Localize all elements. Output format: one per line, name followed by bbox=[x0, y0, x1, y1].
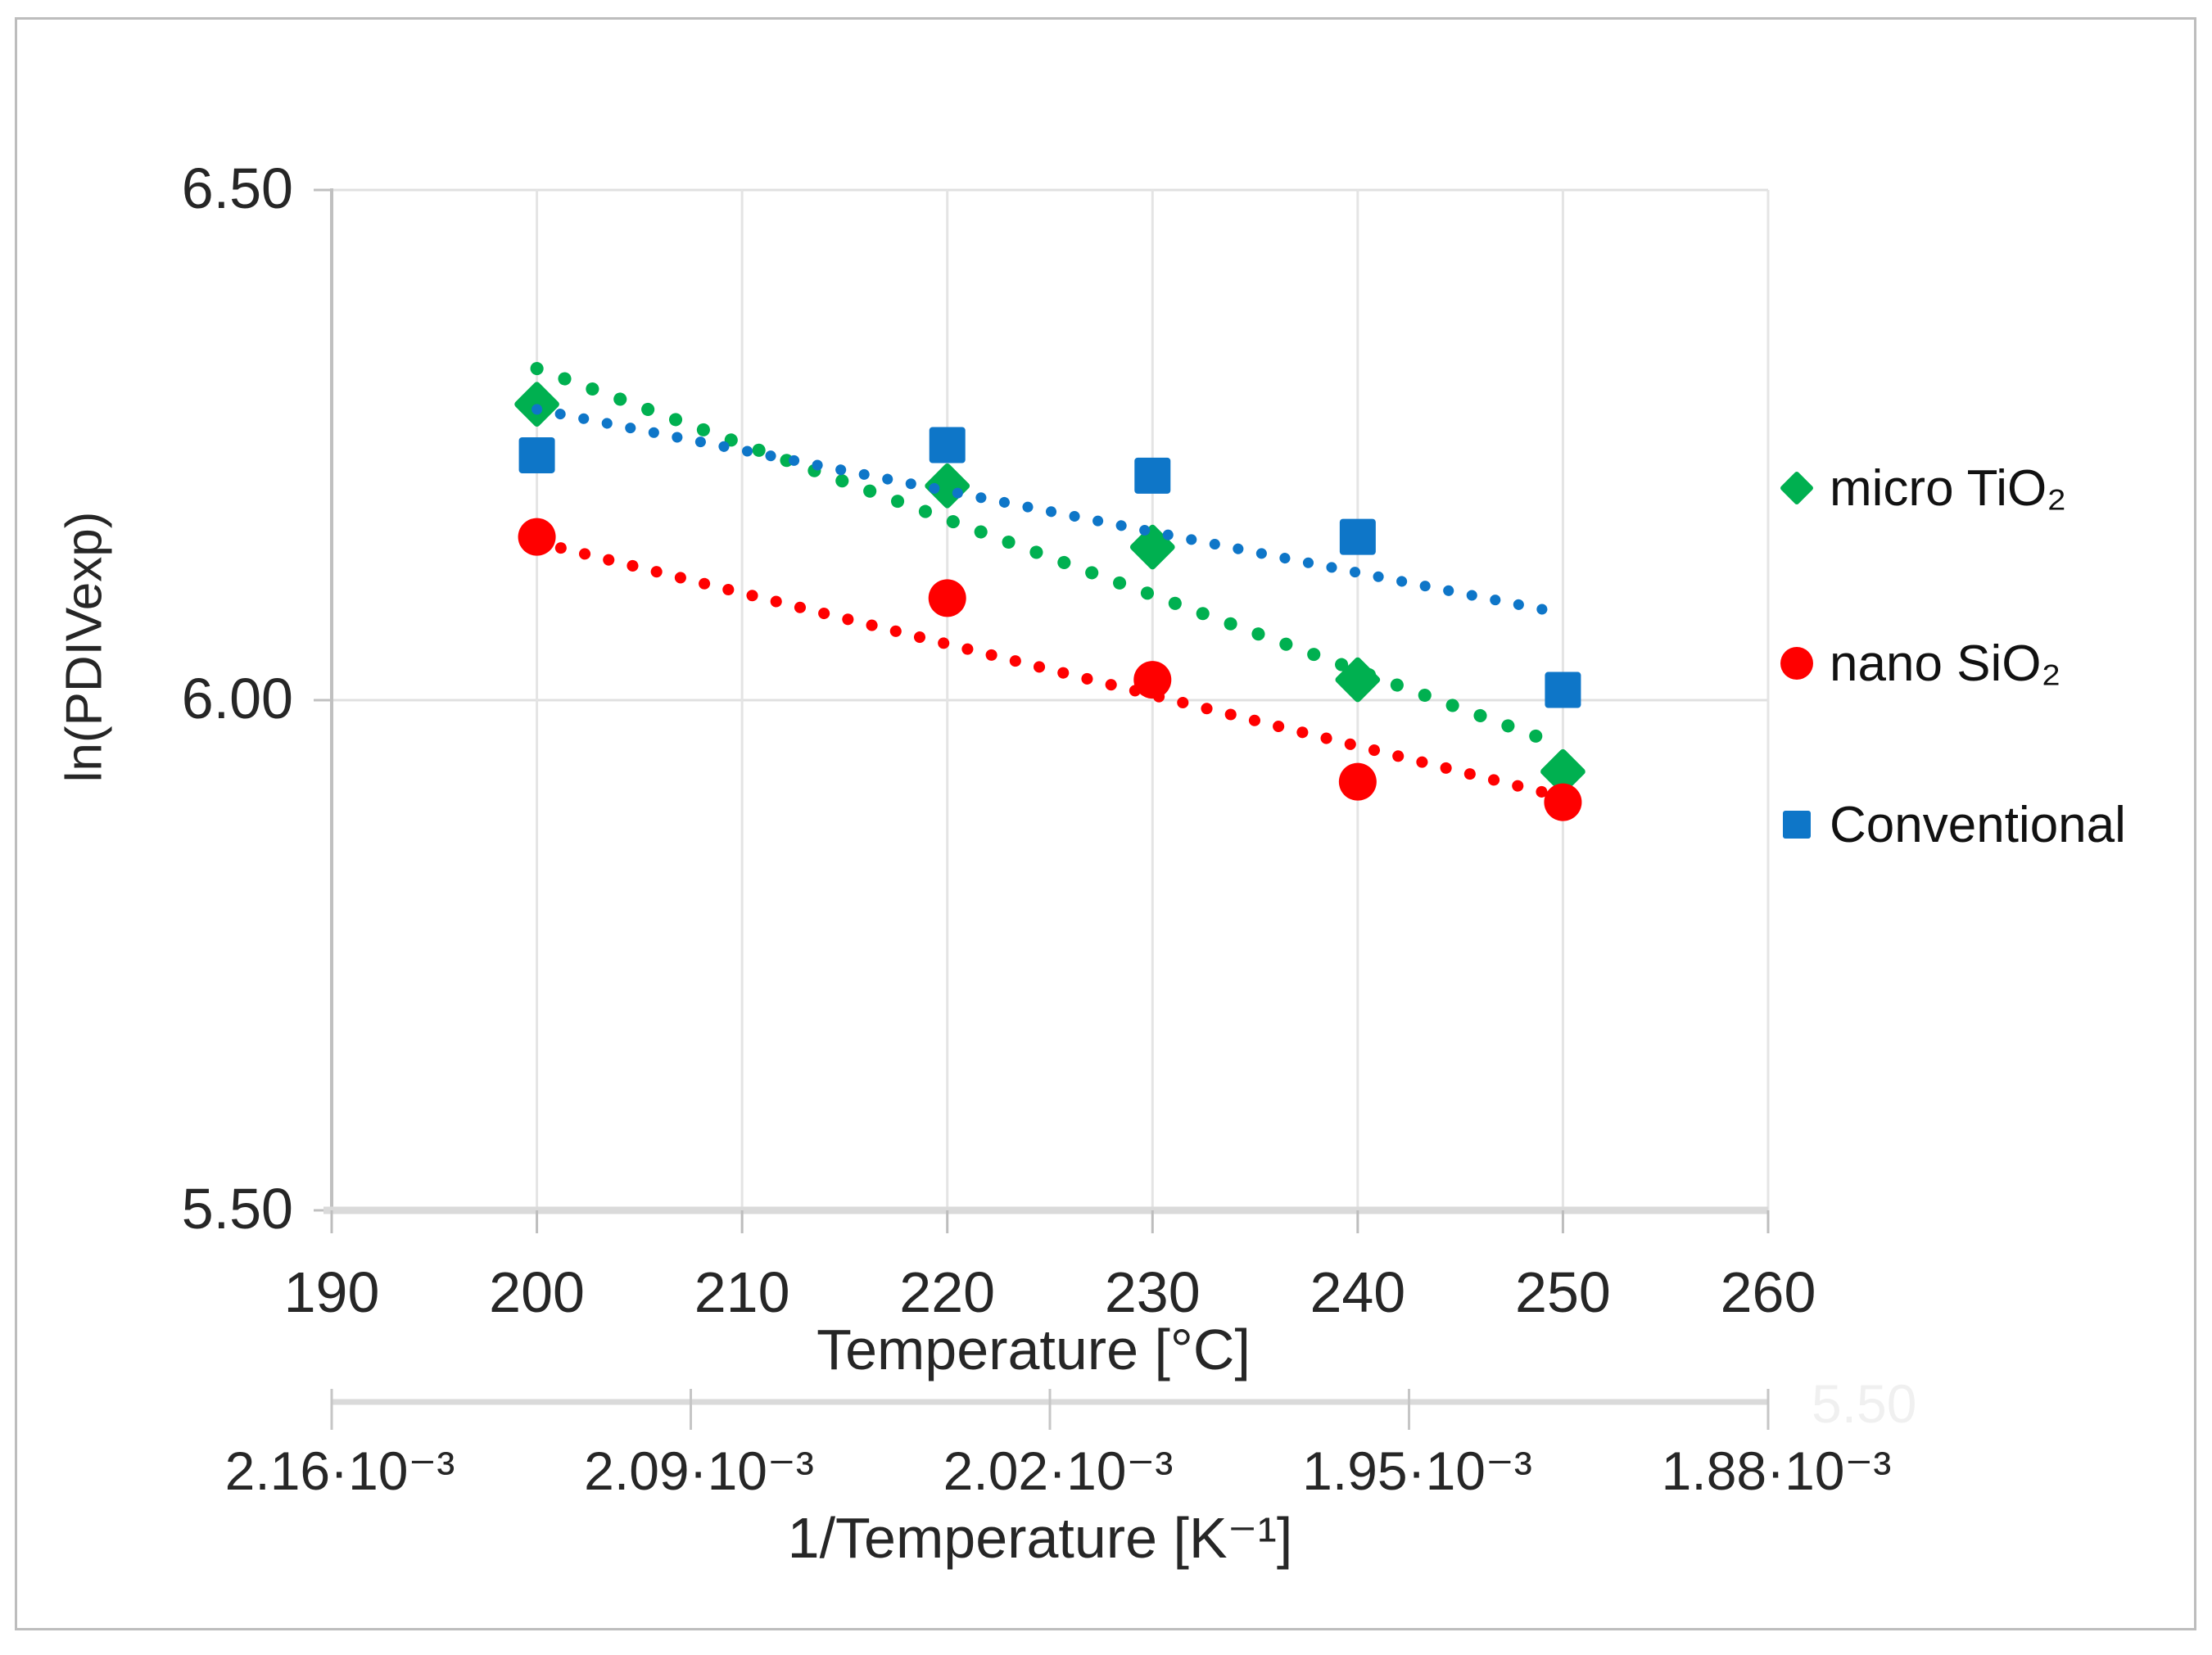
figure-border bbox=[15, 17, 2196, 1630]
data-point-square bbox=[929, 427, 966, 463]
legend-label-nano-sio2: nano SiO₂ bbox=[1830, 635, 2061, 692]
trendline-square bbox=[532, 404, 1568, 619]
legend: micro TiO₂ nano SiO₂ Conventional bbox=[1775, 0, 2210, 1655]
trendline-circle bbox=[531, 536, 1569, 803]
square-marker-icon bbox=[1783, 811, 1811, 839]
diamond-marker-icon bbox=[1780, 472, 1813, 504]
data-point-circle bbox=[1544, 783, 1582, 821]
data-point-square bbox=[518, 436, 555, 473]
legend-label-micro-tio2: micro TiO₂ bbox=[1830, 459, 2067, 517]
data-point-circle bbox=[928, 579, 966, 617]
data-point-circle bbox=[1133, 661, 1172, 699]
trendline-diamond bbox=[530, 362, 1570, 753]
legend-item-nano-sio2: nano SiO₂ bbox=[1775, 627, 2061, 699]
data-point-circle bbox=[518, 518, 556, 556]
data-point-circle bbox=[1338, 762, 1377, 801]
legend-item-micro-tio2: micro TiO₂ bbox=[1775, 452, 2066, 524]
x-axis-title: Temperature [°C] bbox=[816, 1318, 1251, 1381]
secondary-x-axis-title: 1/Temperature [K⁻¹] bbox=[787, 1506, 1293, 1570]
y-axis-title: ln(PDIVexp) bbox=[56, 511, 113, 783]
legend-label-conventional: Conventional bbox=[1830, 796, 2126, 853]
data-point-diamond bbox=[1335, 657, 1381, 703]
data-point-square bbox=[1134, 457, 1171, 494]
data-point-diamond bbox=[1540, 748, 1585, 794]
data-point-square bbox=[1339, 518, 1376, 555]
circle-marker-icon bbox=[1780, 647, 1813, 680]
data-point-square bbox=[1545, 671, 1581, 708]
legend-item-conventional: Conventional bbox=[1775, 789, 2126, 861]
stray-faint-label: 5.50 bbox=[1812, 1373, 1917, 1434]
